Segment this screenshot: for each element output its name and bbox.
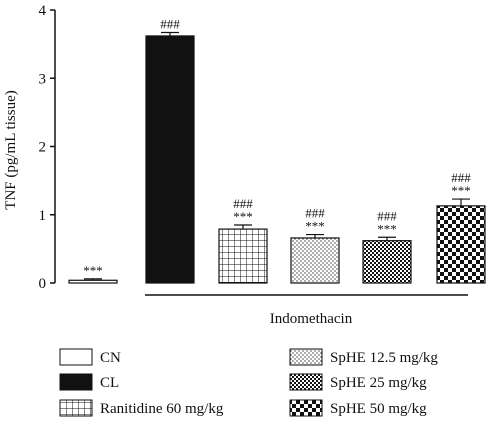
bar-group-2: ### xyxy=(145,17,195,284)
bar-group-3: ###*** xyxy=(218,196,268,284)
significance-label: *** xyxy=(83,263,103,278)
significance-label: *** xyxy=(233,209,253,224)
significance-label: *** xyxy=(451,183,471,198)
legend-label: Ranitidine 60 mg/kg xyxy=(100,401,224,417)
legend-item-4: SpHE 12.5 mg/kg xyxy=(289,348,438,366)
bar-group-4: ###*** xyxy=(290,206,340,284)
significance-label: *** xyxy=(377,221,397,236)
significance-label: ### xyxy=(377,208,397,223)
bar xyxy=(290,237,340,284)
y-tick-label: 2 xyxy=(39,140,47,156)
legend-swatch xyxy=(289,348,323,366)
group-label: Indomethacin xyxy=(270,311,353,327)
y-axis-label: TNF (pg/mL tissue) xyxy=(3,90,19,209)
legend-label: CL xyxy=(100,375,119,391)
y-tick-label: 4 xyxy=(39,3,47,19)
legend-swatch xyxy=(59,399,93,417)
significance-label: ### xyxy=(305,206,325,221)
bar xyxy=(218,228,268,284)
bar xyxy=(362,240,412,284)
legend-item-2: CL xyxy=(59,373,119,391)
indomethacin-group: Indomethacin xyxy=(145,294,468,327)
legend-label: SpHE 12.5 mg/kg xyxy=(330,350,438,366)
bar xyxy=(68,279,118,284)
legend-item-5: SpHE 25 mg/kg xyxy=(289,373,427,391)
y-tick-label: 1 xyxy=(39,208,47,224)
bars: ***######*** ###***###***###*** xyxy=(68,17,486,284)
y-axis: 0 1 2 3 4 xyxy=(39,3,56,292)
bar xyxy=(145,35,195,284)
significance-label: ### xyxy=(451,170,471,185)
legend-swatch xyxy=(289,399,323,417)
bar-group-1: *** xyxy=(68,263,118,284)
legend-swatch xyxy=(289,373,323,391)
bar xyxy=(436,205,486,284)
bar-group-6: ###*** xyxy=(436,170,486,284)
legend-label: SpHE 25 mg/kg xyxy=(330,375,427,391)
legend-swatch xyxy=(59,348,93,366)
significance-label: *** xyxy=(305,219,325,234)
legend-label: SpHE 50 mg/kg xyxy=(330,401,427,417)
legend-item-6: SpHE 50 mg/kg xyxy=(289,399,427,417)
legend-label: CN xyxy=(100,350,121,366)
legend-item-1: CN xyxy=(59,348,121,366)
y-tick-label: 3 xyxy=(39,71,47,87)
bar-group-5: ###*** xyxy=(362,208,412,284)
legend-item-3: Ranitidine 60 mg/kg xyxy=(59,399,224,417)
legend-swatch xyxy=(59,373,93,391)
y-tick-label: 0 xyxy=(39,276,47,292)
legend: CN CL Ranitidine 60 mg/kg SpHE 12.5 mg/kg Sp… xyxy=(59,348,438,417)
significance-label: ### xyxy=(233,196,253,211)
significance-label: ### xyxy=(160,17,180,32)
